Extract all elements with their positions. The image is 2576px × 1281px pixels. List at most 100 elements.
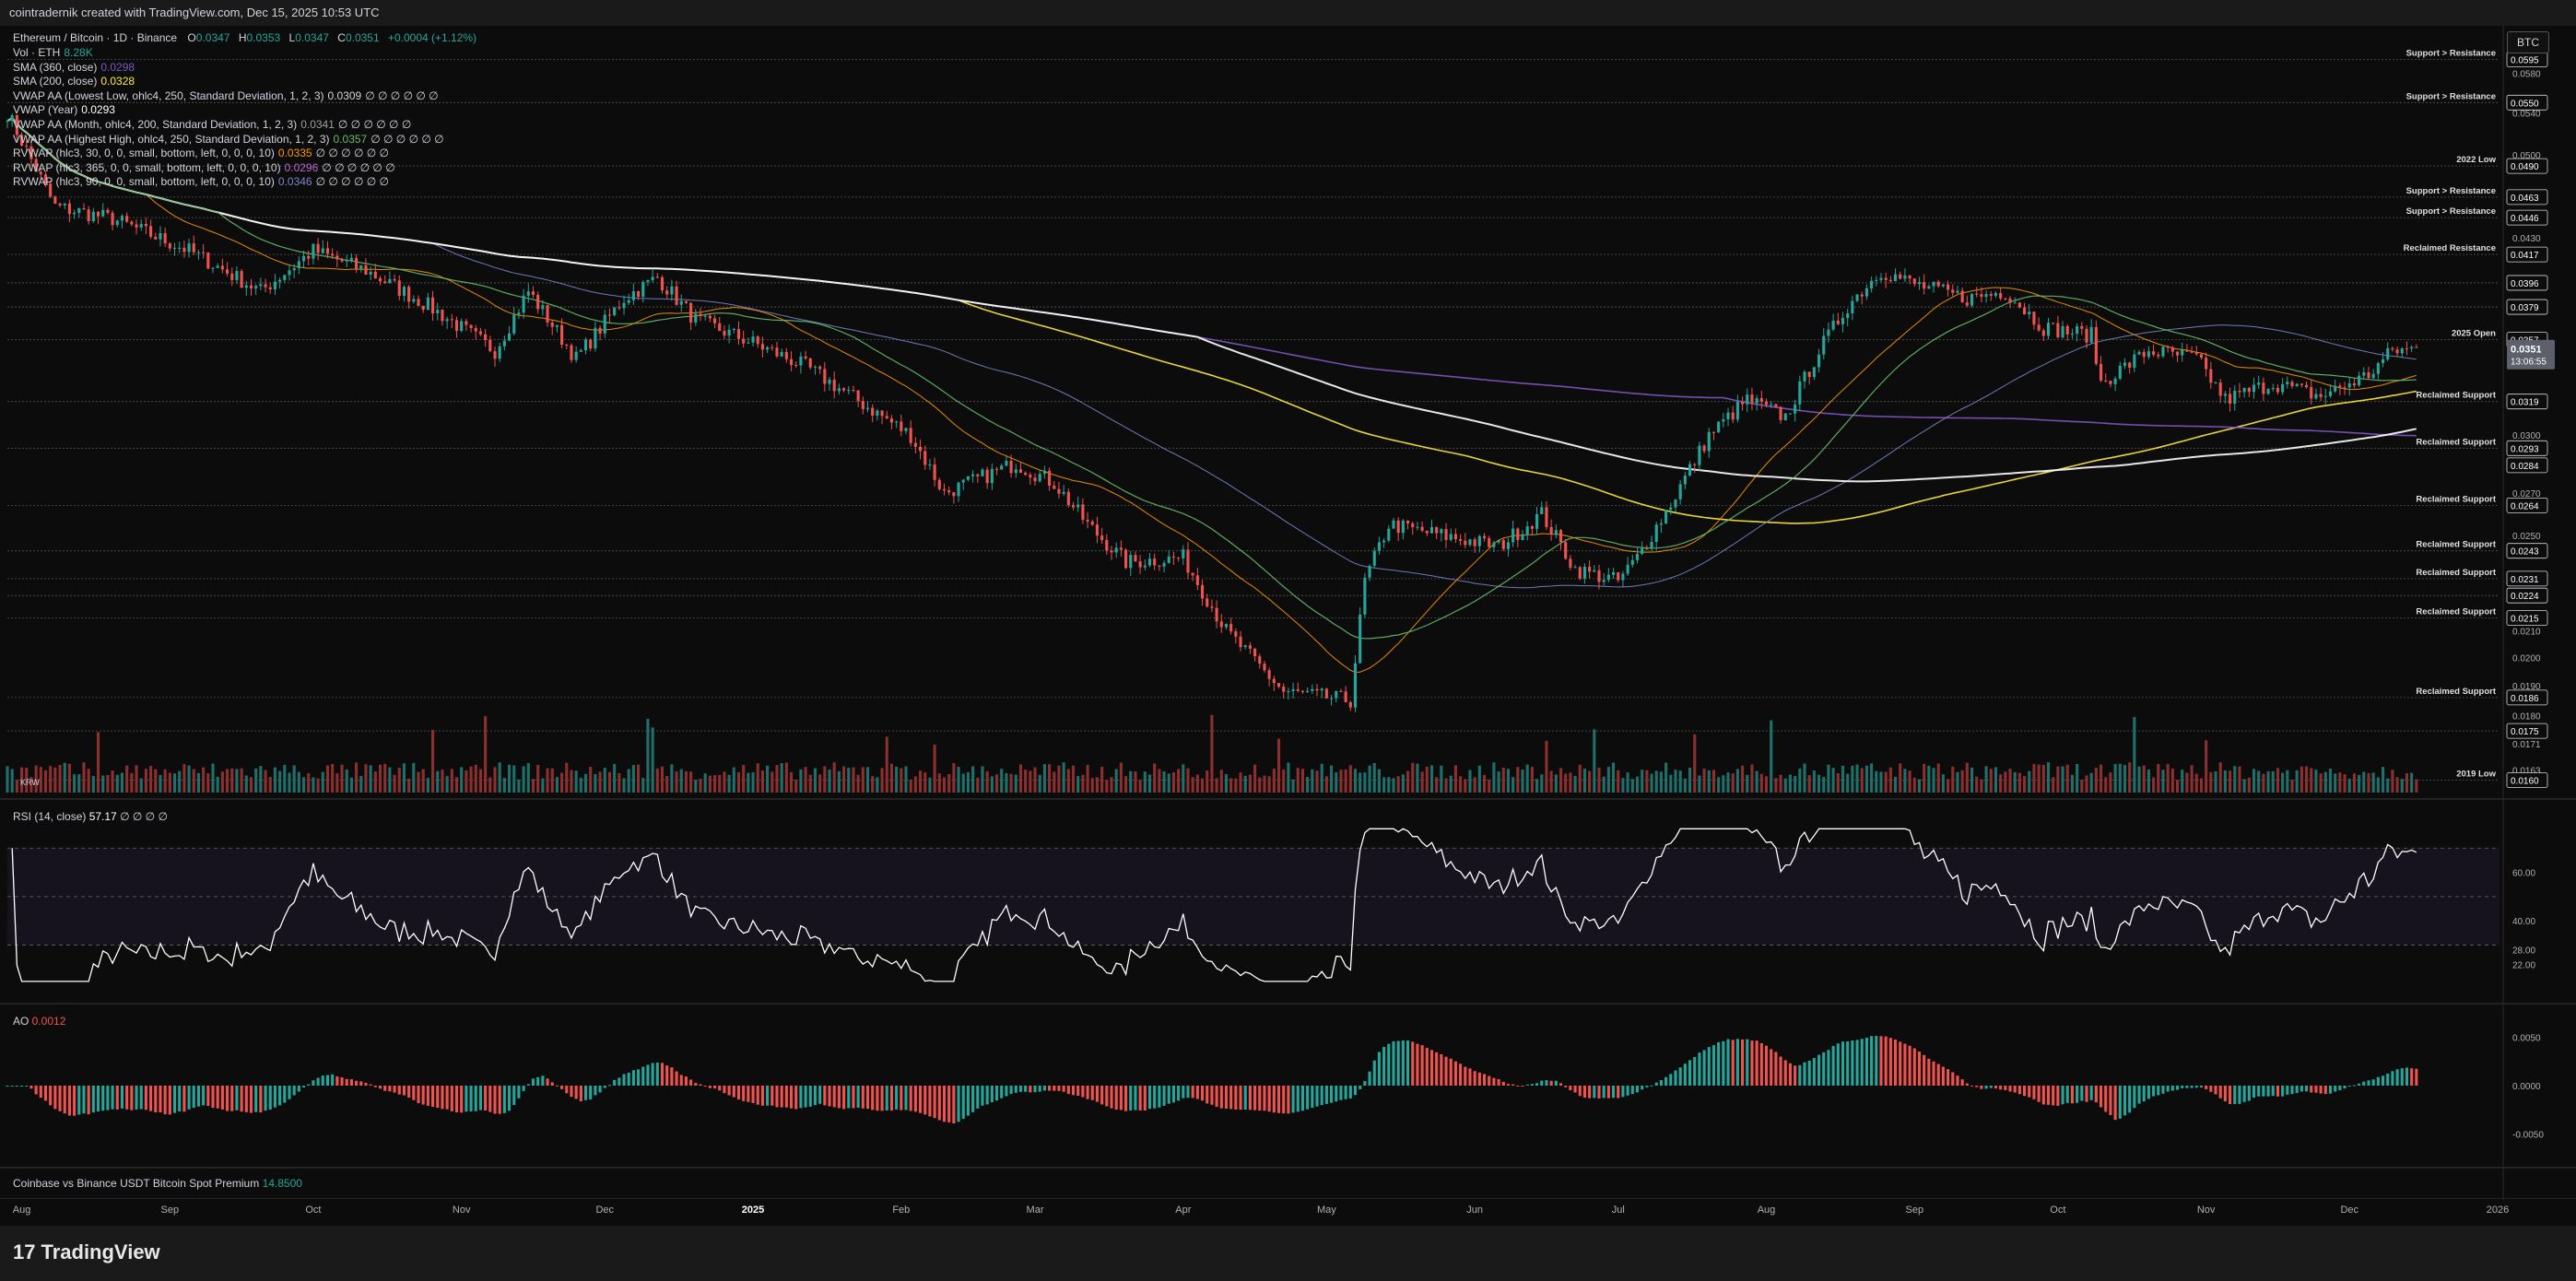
ao-bar [1678,1067,1682,1086]
ao-bar [1764,1045,1769,1086]
volume-bar [1841,765,1845,793]
ao-bar [1779,1056,1782,1086]
ao-bar [402,1086,406,1096]
indicator-legend-item[interactable]: SMA (200, close) 0.0328 [13,75,135,88]
ao-bar [2070,1086,2074,1104]
ao-bar [2161,1086,2165,1094]
volume-bar [1794,775,1797,793]
candle-body [1602,580,1606,582]
ao-bar [865,1086,870,1110]
candle-body [1100,535,1104,540]
ao-bar [1606,1086,1610,1099]
price-tick-label: 0.0430 [2512,234,2541,244]
ao-bar [1864,1038,1868,1086]
candle-body [876,410,879,416]
price-tick-label: 0.0171 [2512,740,2541,750]
indicator-legend-item[interactable]: SMA (360, close) 0.0298 [13,61,135,74]
ao-bar [340,1077,344,1086]
volume-bar [1344,769,1347,793]
ao-bar [736,1086,741,1099]
ao-bar [1363,1081,1367,1086]
ao-bar [1827,1050,1830,1086]
candle-body [474,328,477,332]
ao-bar [1272,1086,1276,1113]
candle-body [2089,326,2093,343]
candle-body [1138,561,1142,568]
indicator-legend-item[interactable]: VWAP (Year) 0.0293 [13,103,115,116]
ao-bar [2190,1086,2194,1088]
candle-body [2238,391,2241,393]
ao-bar [397,1086,401,1095]
volume-bar [465,770,468,793]
indicator-label: SMA (360, close) [13,60,98,74]
indicator-legend-item[interactable]: VWAP AA (Highest High, ohlc4, 250, Stand… [13,133,444,146]
volume-bar [2008,769,2012,793]
volume-bar [2147,770,2150,793]
chart-frame[interactable]: Support > Resistance Support > Resistance… [0,26,2576,1226]
candle-body [2347,382,2351,388]
volume-bar [1617,770,1620,793]
volume-bar [273,767,276,793]
ao-bar [1372,1060,1376,1086]
symbol-title[interactable]: Ethereum / Bitcoin · 1D · Binance [13,31,178,44]
volume-bar [355,762,359,793]
candle-body [1722,418,1725,422]
volume-bar [1630,779,1634,793]
candle-body [1870,280,1874,288]
tradingview-logo[interactable]: 17 TradingView [13,1240,160,1264]
candle-body [2362,372,2366,376]
volume-bar [417,771,420,793]
ao-bar [1018,1086,1023,1092]
currency-button[interactable]: BTC [2507,31,2549,53]
volume-bar [2281,772,2285,793]
candle-body [1593,570,1596,572]
ao-bar [2128,1086,2132,1113]
candle-body [2061,325,2064,338]
close-label: C [337,31,346,44]
candle-body [947,490,951,493]
candle-body [1621,573,1625,581]
volume-bar [1210,714,1214,793]
volume-bar [1282,769,1286,793]
ao-bar [1215,1086,1218,1107]
volume-bar [2257,770,2261,793]
candle-body [1038,474,1041,482]
volume-bar [431,729,435,793]
candle-body [2046,323,2051,336]
volume-bar [550,768,554,793]
volume-bar [1129,770,1133,793]
volume-bar [919,770,923,793]
candle-body [1750,394,1754,404]
candle-body [760,344,764,350]
indicator-legend-item[interactable]: Vol · ETH 8.28K [13,46,93,59]
candle-body [2209,369,2213,383]
volume-bar [397,767,401,793]
ao-bar [1267,1086,1271,1112]
ao-bar [517,1086,521,1099]
symbol-legend[interactable]: Ethereum / Bitcoin · 1D · Binance O0.034… [13,31,476,44]
indicator-legend-item[interactable]: VWAP AA (Month, ohlc4, 200, Standard Dev… [13,118,411,131]
volume-bar [1053,771,1056,793]
indicator-legend-item[interactable]: VWAP AA (Lowest Low, ohlc4, 250, Standar… [13,89,439,102]
ao-bar [172,1086,177,1113]
candle-body [981,469,984,476]
candle-body [2161,347,2165,357]
ao-bar [2229,1086,2232,1105]
candle-body [2056,323,2060,338]
candle-body [1105,539,1109,551]
candle-body [622,302,626,309]
volume-bar [325,765,330,793]
volume-bar [1559,768,1563,793]
indicator-legend-item[interactable]: RVWAP (hlc3, 365, 0, 0, small, bottom, l… [13,161,395,174]
indicator-legend-item[interactable]: RVWAP (hlc3, 30, 0, 0, small, bottom, le… [13,147,389,159]
indicator-legend-item[interactable]: RVWAP (hlc3, 90, 0, 0, small, bottom, le… [13,175,389,188]
ao-bar [550,1082,554,1086]
volume-bar [622,778,626,793]
price-tick-label: 0.0270 [2512,489,2541,499]
candle-body [1033,477,1037,482]
volume-bar [727,774,731,793]
volume-bar [2242,779,2246,793]
volume-bar [909,779,912,793]
ao-bar [1630,1086,1634,1095]
